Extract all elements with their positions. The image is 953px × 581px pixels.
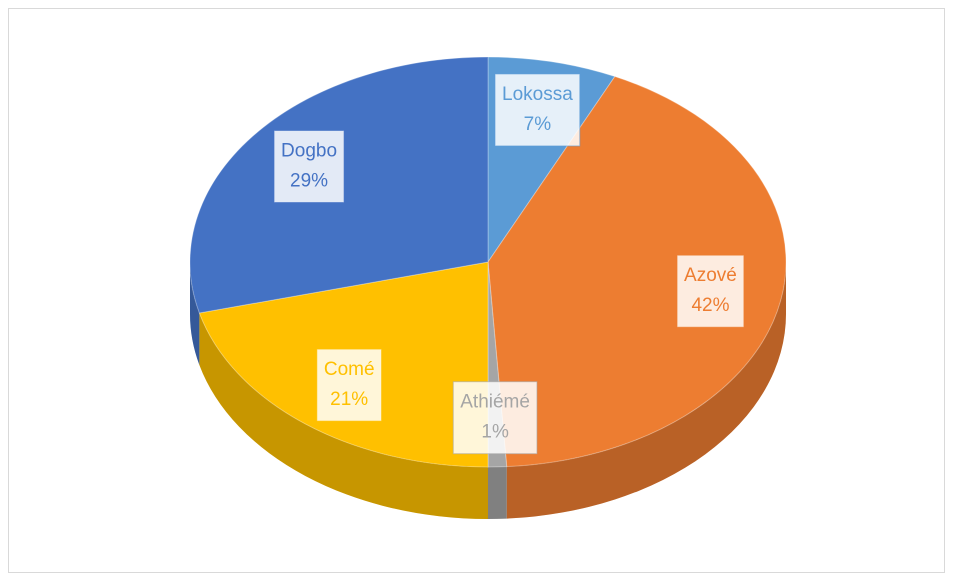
data-label: 7% [524, 114, 552, 135]
slice [487, 75, 787, 468]
slice-side [488, 466, 507, 519]
data-label-box [494, 73, 581, 147]
category-label: Dogbo [281, 141, 337, 162]
data-label: 1% [481, 422, 509, 443]
data-label-box [452, 381, 538, 455]
data-label: 42% [691, 295, 729, 316]
data-label: 21% [330, 389, 368, 410]
slice-side-shade [506, 262, 786, 519]
category-label: Athiémé [460, 392, 530, 413]
slice-side-shade [199, 312, 488, 519]
slice-side [190, 262, 200, 365]
slice-side [506, 262, 786, 519]
slice-side [199, 312, 488, 519]
category-label: Azové [684, 265, 737, 286]
data-label-box [676, 254, 745, 328]
slice-side-shade [190, 262, 200, 365]
slice-side-shade [488, 466, 507, 519]
data-label-box [316, 348, 383, 422]
data-label: 29% [290, 171, 328, 192]
data-label-box [273, 130, 345, 204]
category-label: Comé [324, 359, 375, 380]
category-label: Lokossa [502, 84, 573, 105]
